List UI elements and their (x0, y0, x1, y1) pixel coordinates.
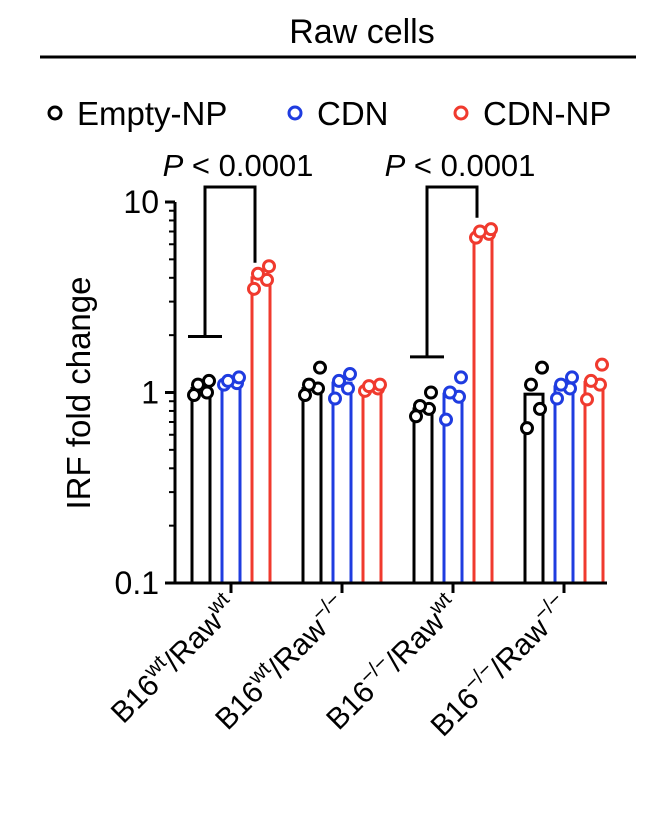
data-point (533, 401, 547, 416)
significance-bracket: P < 0.0001 (163, 148, 314, 338)
legend: Empty-NP CDN CDN-NP (47, 95, 611, 132)
data-point (413, 398, 427, 413)
data-point (362, 379, 376, 394)
data-point (565, 370, 579, 385)
bar (190, 386, 212, 585)
p-value-label: P < 0.0001 (385, 148, 536, 183)
data-point (524, 377, 538, 392)
data-point (484, 222, 498, 237)
data-point (313, 360, 327, 375)
bar (250, 276, 272, 585)
legend-label: Empty-NP (77, 95, 227, 132)
chart-title: Raw cells (289, 13, 434, 51)
data-point (373, 377, 387, 392)
legend-label: CDN (317, 95, 389, 132)
bar (220, 379, 242, 585)
bar (553, 385, 575, 585)
bar (583, 380, 605, 585)
data-point (520, 421, 534, 436)
bar (331, 381, 353, 585)
significance-annotations: P < 0.0001 P < 0.0001 (163, 148, 536, 359)
bar (301, 386, 323, 585)
legend-marker (287, 105, 303, 121)
legend-marker (453, 105, 469, 121)
bars (190, 231, 605, 585)
legend-label: CDN-NP (483, 95, 611, 132)
data-point (262, 259, 276, 274)
data-point (535, 360, 549, 375)
data-point (554, 377, 568, 392)
data-point (550, 391, 564, 406)
data-point (595, 357, 609, 372)
data-point (232, 370, 246, 385)
y-tick-label: 10 (123, 184, 159, 220)
bar (361, 385, 383, 585)
data-point (221, 373, 235, 388)
bar (412, 407, 434, 585)
significance-bracket: P < 0.0001 (385, 148, 536, 359)
data-point (439, 412, 453, 427)
data-point (584, 373, 598, 388)
data-point (260, 272, 274, 287)
data-point (191, 377, 205, 392)
data-point (473, 224, 487, 239)
data-point (302, 377, 316, 392)
data-point (251, 266, 265, 281)
legend-item: Empty-NP (47, 95, 227, 132)
data-point (328, 391, 342, 406)
data-point (332, 373, 346, 388)
y-axis: 0.1 1 10 (115, 184, 177, 601)
legend-item: CDN (287, 95, 389, 132)
data-point (580, 392, 594, 407)
legend-item: CDN-NP (453, 95, 611, 132)
data-point (443, 385, 457, 400)
data-point (341, 381, 355, 396)
bar (472, 231, 494, 585)
p-value-label: P < 0.0001 (163, 148, 314, 183)
data-point (202, 373, 216, 388)
y-tick-label: 1 (141, 375, 159, 411)
data-point (247, 281, 261, 296)
x-axis: B16wt/RawwtB16wt/Raw−/−B16−/−/RawwtB16−/… (105, 581, 607, 743)
data-points (187, 222, 609, 436)
data-point (454, 370, 468, 385)
y-tick-label: 0.1 (115, 565, 159, 601)
data-point (424, 385, 438, 400)
y-axis-label: IRF fold change (60, 277, 97, 510)
data-point (343, 367, 357, 382)
legend-marker (47, 105, 63, 121)
